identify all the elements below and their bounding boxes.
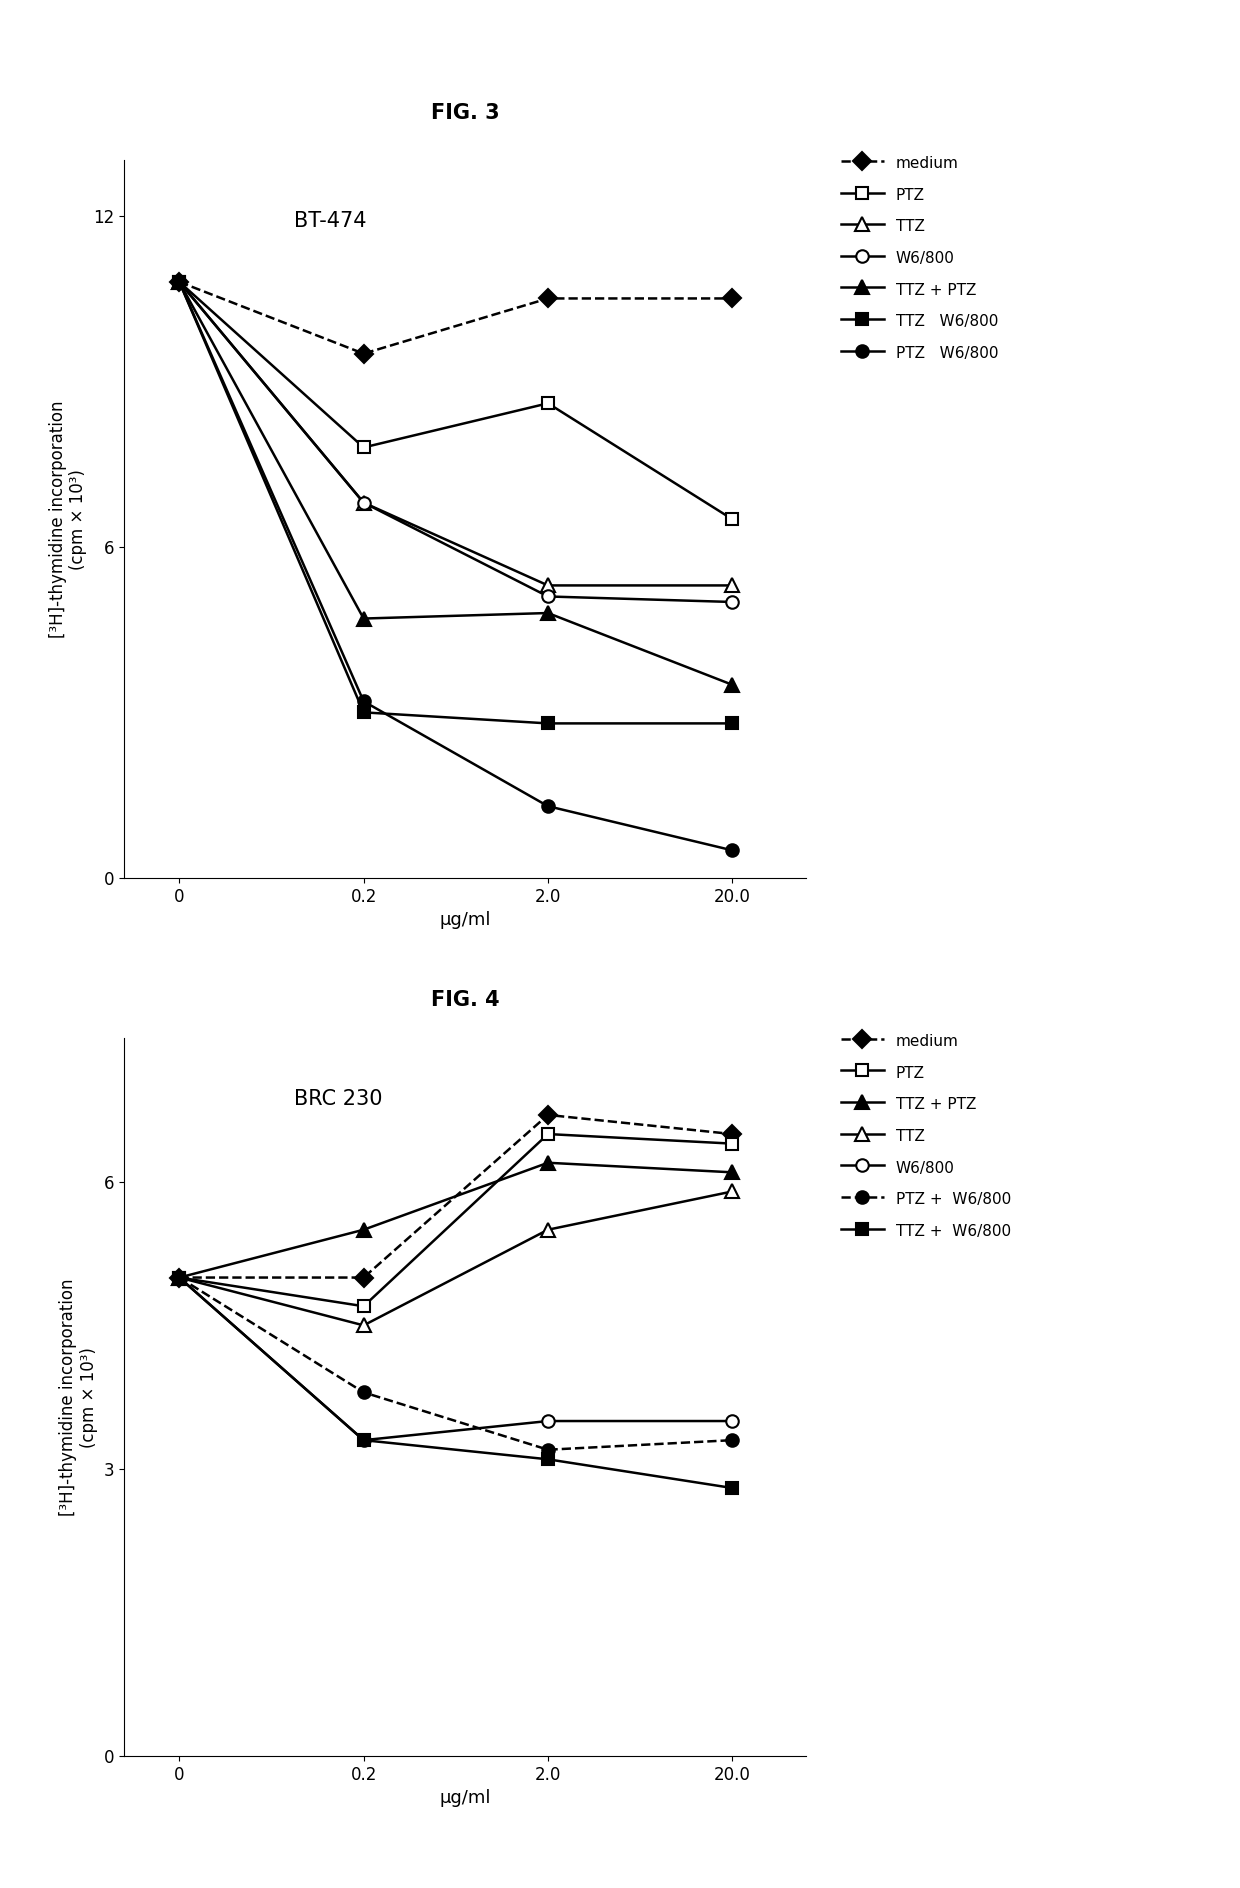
Legend: medium, PTZ, TTZ + PTZ, TTZ, W6/800, PTZ +  W6/800, TTZ +  W6/800: medium, PTZ, TTZ + PTZ, TTZ, W6/800, PTZ… bbox=[841, 1031, 1011, 1240]
Text: FIG. 4: FIG. 4 bbox=[430, 989, 500, 1010]
Legend: medium, PTZ, TTZ, W6/800, TTZ + PTZ, TTZ   W6/800, PTZ   W6/800: medium, PTZ, TTZ, W6/800, TTZ + PTZ, TTZ… bbox=[841, 153, 998, 362]
X-axis label: µg/ml: µg/ml bbox=[439, 912, 491, 929]
Text: FIG. 3: FIG. 3 bbox=[430, 102, 500, 123]
Text: BT-474: BT-474 bbox=[295, 211, 367, 230]
Y-axis label: [³H]-thymidine incorporation
(cpm × 10³): [³H]-thymidine incorporation (cpm × 10³) bbox=[60, 1278, 98, 1516]
X-axis label: µg/ml: µg/ml bbox=[439, 1790, 491, 1807]
Text: BRC 230: BRC 230 bbox=[295, 1089, 383, 1108]
Y-axis label: [³H]-thymidine incorporation
(cpm × 10³): [³H]-thymidine incorporation (cpm × 10³) bbox=[48, 400, 88, 638]
